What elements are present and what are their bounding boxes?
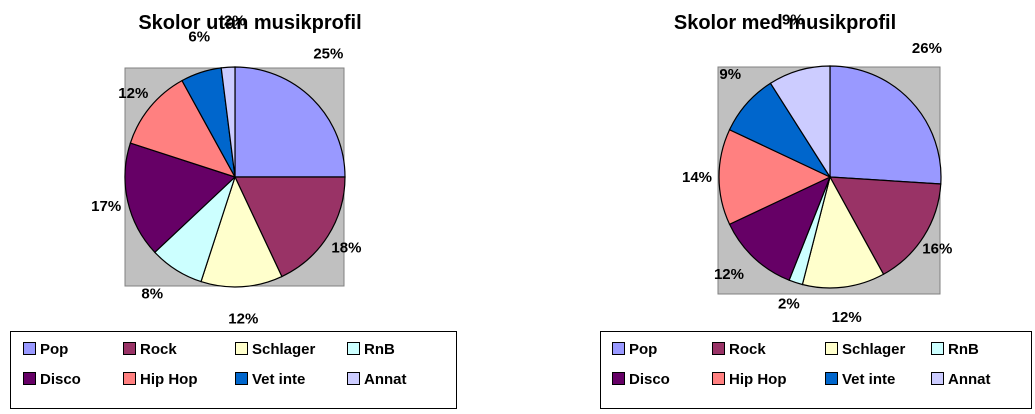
legend-label: Schlager <box>842 341 906 358</box>
legend-label: Annat <box>948 371 991 388</box>
data-label: 16% <box>922 240 952 257</box>
legend-swatch <box>23 372 36 385</box>
data-label: 14% <box>682 169 712 186</box>
data-label: 9% <box>782 11 804 28</box>
pie-slice-pop <box>829 65 942 185</box>
legend-label: Annat <box>364 371 407 388</box>
legend-label: RnB <box>364 341 395 358</box>
legend-item: Disco <box>23 371 81 389</box>
chart-title: Skolor med musikprofil <box>673 12 897 34</box>
legend-label: Rock <box>140 341 177 358</box>
pie-svg: 25% 18% 12% 8% 17% 12% 6% 2% <box>91 12 361 328</box>
legend-label: Disco <box>40 371 81 388</box>
legend-label: RnB <box>948 341 979 358</box>
legend-swatch <box>235 342 248 355</box>
legend-swatch <box>347 372 360 385</box>
legend-swatch <box>612 342 625 355</box>
legend-item: Schlager <box>235 341 315 359</box>
data-label: 12% <box>228 311 258 328</box>
legend-swatch <box>825 372 838 385</box>
legend-item: RnB <box>931 341 979 359</box>
pie-slice-annat <box>220 66 236 178</box>
legend-label: Vet inte <box>842 371 896 388</box>
data-label: 12% <box>118 85 148 102</box>
chart-title: Skolor utan musikprofil <box>138 12 362 34</box>
data-label: 26% <box>912 40 942 57</box>
legend-swatch <box>123 342 136 355</box>
data-label: 12% <box>714 266 744 283</box>
data-label: 8% <box>141 285 163 302</box>
legend-label: Schlager <box>252 341 316 358</box>
legend-swatch <box>612 372 625 385</box>
pie-slice-hip-hop <box>129 79 237 179</box>
data-label: 2% <box>224 12 246 29</box>
legend-swatch <box>825 342 838 355</box>
legend-swatch <box>123 372 136 385</box>
pie-slice-schlager <box>801 175 885 289</box>
legend: Pop Rock Schlager RnB Disco Hip Hop Vet inte An… <box>10 331 457 409</box>
legend-item: Hip Hop <box>712 371 787 389</box>
chart-left: Skolor utan musikprofil 25% 18% 12% 8% 17% 12… <box>0 0 500 414</box>
legend-item: Schlager <box>825 341 905 359</box>
legend-label: Hip Hop <box>140 371 198 388</box>
pie-slice-disco <box>728 175 832 281</box>
legend-swatch <box>931 372 944 385</box>
legend-swatch <box>712 342 725 355</box>
legend-swatch <box>23 342 36 355</box>
pie-slice-annat <box>769 65 831 180</box>
data-label: 9% <box>719 66 741 83</box>
pie-slice-schlager <box>200 175 283 288</box>
pie-slice-hip-hop <box>718 128 832 226</box>
legend-swatch <box>347 342 360 355</box>
legend-label: Disco <box>629 371 670 388</box>
legend-item: RnB <box>347 341 395 359</box>
data-label: 6% <box>188 28 210 45</box>
data-label: 25% <box>313 46 343 63</box>
legend-item: Vet inte <box>235 371 305 389</box>
legend-item: Annat <box>347 371 407 389</box>
legend-item: Rock <box>712 341 766 359</box>
data-label: 17% <box>91 198 121 215</box>
legend-label: Vet inte <box>252 371 306 388</box>
data-label: 2% <box>778 295 800 312</box>
legend-item: Vet inte <box>825 371 895 389</box>
legend-item: Pop <box>23 341 68 359</box>
legend-label: Hip Hop <box>729 371 787 388</box>
pie-slice-rock <box>234 176 346 278</box>
legend: Pop Rock Schlager RnB Disco Hip Hop Vet inte An… <box>600 331 1032 409</box>
legend-item: Annat <box>931 371 991 389</box>
legend-item: Hip Hop <box>123 371 198 389</box>
pie-slice-pop <box>234 66 346 178</box>
chart-right: Skolor med musikprofil 26% 16% 12% 2% 12% 14%… <box>535 0 1035 414</box>
pie-slice-disco <box>124 142 237 254</box>
legend-label: Pop <box>40 341 69 358</box>
legend-swatch <box>235 372 248 385</box>
pie-svg: 26% 16% 12% 2% 12% 14% 9% 9% <box>682 11 952 326</box>
legend-swatch <box>712 372 725 385</box>
legend-item: Rock <box>123 341 177 359</box>
data-label: 18% <box>331 240 361 257</box>
legend-label: Rock <box>729 341 766 358</box>
data-label: 12% <box>832 309 862 326</box>
legend-item: Disco <box>612 371 670 389</box>
legend-swatch <box>931 342 944 355</box>
legend-item: Pop <box>612 341 657 359</box>
pie-slice-rock <box>828 176 942 276</box>
legend-label: Pop <box>629 341 658 358</box>
